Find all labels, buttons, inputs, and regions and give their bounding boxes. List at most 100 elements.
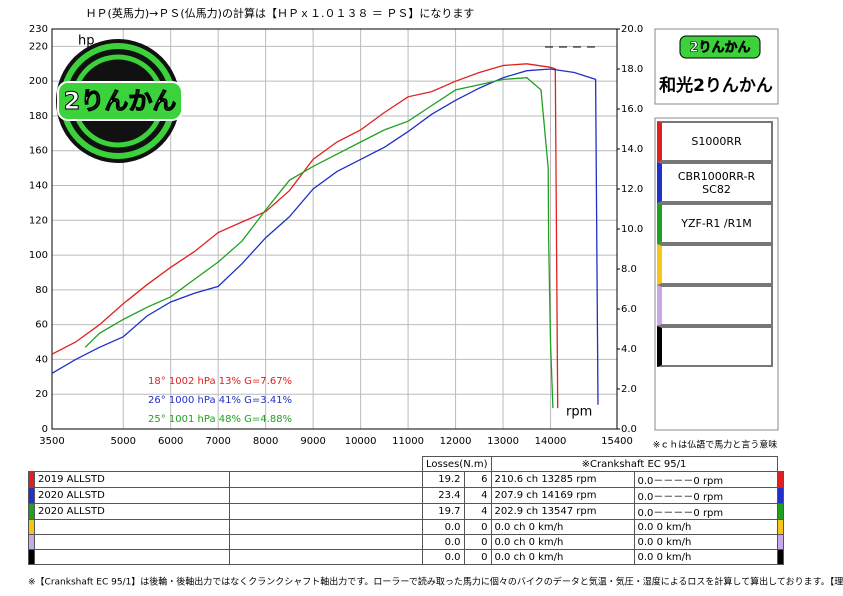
y2-tick-label: 10.0 xyxy=(621,224,643,235)
blank xyxy=(777,456,784,472)
y2-tick-label: 16.0 xyxy=(621,104,643,115)
cell: 0.0 0 km/h xyxy=(633,519,778,535)
shop-badge xyxy=(679,35,761,59)
row-color xyxy=(776,534,784,550)
cell: 4 xyxy=(463,487,492,504)
cell: 0.0－－－－0 rpm xyxy=(633,503,778,520)
cell: 0.0－－－－0 rpm xyxy=(633,471,778,488)
cell: 0.0 xyxy=(422,549,465,565)
x-tick-label: 11000 xyxy=(392,436,424,447)
cell: 0.0 ch 0 km/h xyxy=(490,534,635,550)
x-tick-label: 3500 xyxy=(39,436,64,447)
cell: 0 xyxy=(463,534,492,550)
logo: 2りんかん xyxy=(56,39,183,163)
row: 0.0 0 0.0 ch 0 km/h 0.0 0 km/h xyxy=(28,519,784,535)
y-tick-label: 60 xyxy=(35,320,48,331)
y2-tick-label: 18.0 xyxy=(621,64,643,75)
row-color xyxy=(776,549,784,565)
cell: 0 xyxy=(463,549,492,565)
y-tick-label: 120 xyxy=(29,215,48,226)
y-tick-label: 0 xyxy=(42,424,48,435)
y-tick-label: 100 xyxy=(29,250,48,261)
y-tick-label: 140 xyxy=(29,181,48,192)
cell xyxy=(229,534,423,550)
row: 2020 ALLSTD 23.4 4 207.9 ch 14169 rpm 0.0－－－… xyxy=(28,487,784,504)
y2-tick-label: 2.0 xyxy=(621,384,637,395)
results-table: Losses(N.m) ※Crankshaft EC 95/1 2019 ALLST… xyxy=(28,456,784,565)
y2-tick-label: 14.0 xyxy=(621,144,643,155)
x-tick-label: 9000 xyxy=(300,436,325,447)
cell xyxy=(34,549,230,565)
footer: ※【Crankshaft EC 95/1】は後輪・後軸出力ではなくクランクシャフ… xyxy=(28,576,843,588)
row-color xyxy=(776,503,784,520)
y2-tick-label: 6.0 xyxy=(621,304,637,315)
x-tick-label: 8000 xyxy=(253,436,278,447)
shop-name: 和光2りんかん xyxy=(659,75,773,96)
cell xyxy=(229,471,423,488)
y2-tick-label: 20.0 xyxy=(621,24,643,35)
legend-slot xyxy=(657,285,773,326)
legend-slot xyxy=(657,326,773,367)
legend-frame xyxy=(654,117,779,431)
cell: 0.0 0 km/h xyxy=(633,534,778,550)
cell: 2019 ALLSTD xyxy=(34,471,230,488)
cell: 210.6 ch 13285 rpm xyxy=(490,471,635,488)
x-tick-label: 6000 xyxy=(158,436,183,447)
cell: 207.9 ch 14169 rpm xyxy=(490,487,635,504)
header-row: Losses(N.m) ※Crankshaft EC 95/1 xyxy=(28,456,784,472)
x-tick-label: 13000 xyxy=(487,436,519,447)
legend-entry: S1000RR xyxy=(657,121,773,162)
cell: 0.0 ch 0 km/h xyxy=(490,549,635,565)
row: 0.0 0 0.0 ch 0 km/h 0.0 0 km/h xyxy=(28,549,784,565)
legend-entry: YZF-R1 /R1M xyxy=(657,203,773,244)
cell: 202.9 ch 13547 rpm xyxy=(490,503,635,520)
line xyxy=(51,63,559,409)
y-tick-label: 160 xyxy=(29,146,48,157)
cell: 19.2 xyxy=(422,471,465,488)
condition: 26° 1000 hPa 41% G=3.41% xyxy=(148,395,292,406)
line xyxy=(51,68,599,405)
cell: 4 xyxy=(463,503,492,520)
x-tick-label: 14000 xyxy=(535,436,567,447)
row-color xyxy=(776,519,784,535)
y2-tick-label: 8.0 xyxy=(621,264,637,275)
row-color xyxy=(776,471,784,488)
y2-tick-label: 12.0 xyxy=(621,184,643,195)
condition: 18° 1002 hPa 13% G=7.67% xyxy=(148,376,292,387)
row-color xyxy=(776,487,784,504)
shop-badge-text: 2りんかん xyxy=(689,41,750,56)
header: ※Crankshaft EC 95/1 xyxy=(490,456,778,472)
cell: 0.0－－－－0 rpm xyxy=(633,487,778,504)
line xyxy=(84,77,554,409)
y-tick-label: 20 xyxy=(35,389,48,400)
cell: 0 xyxy=(463,519,492,535)
cell: 6 xyxy=(463,471,492,488)
x-tick-label: 5000 xyxy=(110,436,135,447)
y-tick-label: 180 xyxy=(29,111,48,122)
y-tick-label: 80 xyxy=(35,285,48,296)
y-tick-label: 200 xyxy=(29,76,48,87)
x-tick-label: 12000 xyxy=(440,436,472,447)
cell xyxy=(229,549,423,565)
row: 2019 ALLSTD 19.2 6 210.6 ch 13285 rpm 0.0－－－… xyxy=(28,471,784,488)
y-axis-label: hp xyxy=(78,34,95,49)
note: ※ｃｈは仏語で馬力と言う意味 xyxy=(653,439,778,451)
cell: 19.7 xyxy=(422,503,465,520)
legend-entry: CBR1000RR-R SC82 xyxy=(657,162,773,203)
y2-tick-label: 0.0 xyxy=(621,424,637,435)
cell: 0.0 xyxy=(422,534,465,550)
x-axis-label: rpm xyxy=(566,405,592,420)
cell: 2020 ALLSTD xyxy=(34,487,230,504)
cell: 23.4 xyxy=(422,487,465,504)
cell: 0.0 xyxy=(422,519,465,535)
row: 0.0 0 0.0 ch 0 km/h 0.0 0 km/h xyxy=(28,534,784,550)
legend-slot xyxy=(657,244,773,285)
cell: 2020 ALLSTD xyxy=(34,503,230,520)
y-tick-label: 230 xyxy=(29,24,48,35)
blank xyxy=(28,456,423,472)
x-tick-label: 15400 xyxy=(601,436,633,447)
cell xyxy=(34,534,230,550)
y-tick-label: 220 xyxy=(29,41,48,52)
